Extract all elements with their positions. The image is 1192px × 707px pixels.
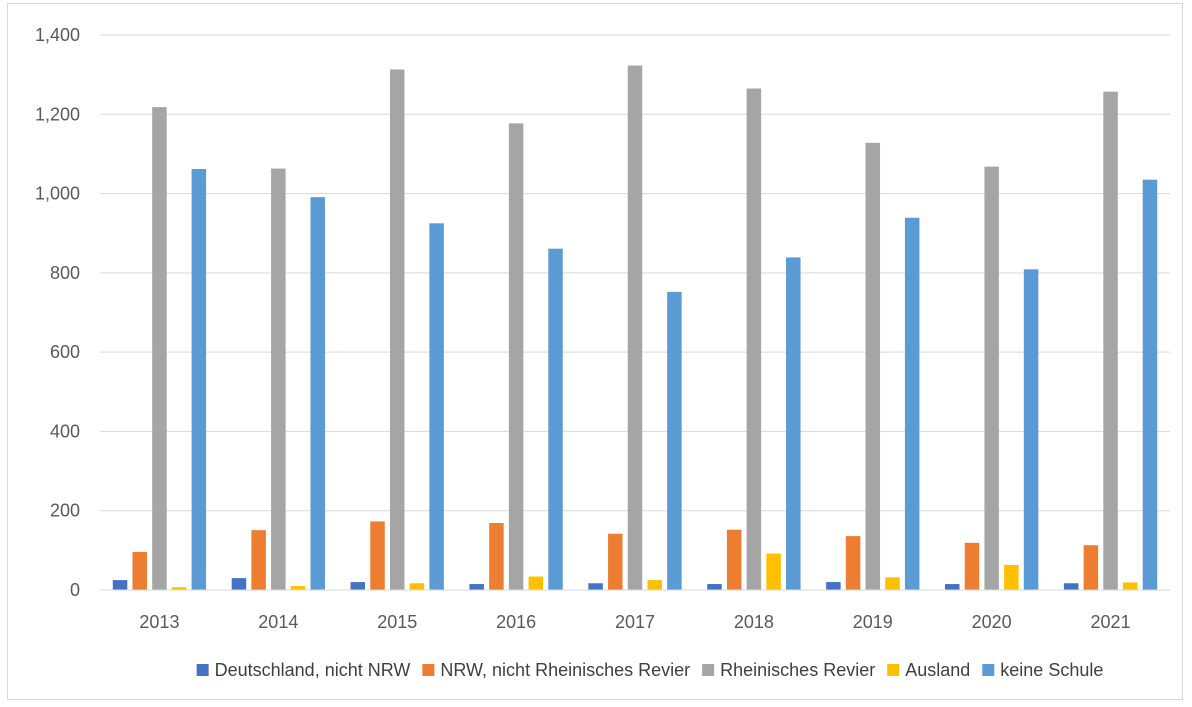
bar: [191, 168, 207, 591]
bar: [726, 529, 742, 590]
bar: [548, 248, 563, 590]
bar: [984, 166, 999, 591]
bar: [608, 533, 623, 590]
bar: [152, 107, 167, 591]
legend-swatch: [887, 664, 900, 676]
x-tick-label: 2013: [139, 612, 179, 632]
bar: [370, 521, 385, 590]
legend-swatch: [422, 664, 435, 676]
bar: [528, 576, 544, 590]
legend: Deutschland, nicht NRW NRW, nicht Rheinis…: [196, 660, 1103, 680]
x-tick-label: 2017: [615, 612, 655, 632]
bar: [667, 291, 682, 590]
legend-swatch: [196, 664, 209, 676]
bar: [786, 257, 801, 590]
bar: [845, 536, 861, 590]
legend-swatch: [982, 664, 995, 676]
bar: [647, 580, 662, 590]
bar: [826, 582, 841, 590]
legend-label: Rheinisches Revier: [720, 660, 875, 680]
legend-swatch: [702, 664, 715, 676]
bar: [290, 586, 306, 590]
bar: [1142, 179, 1158, 590]
bar: [132, 551, 147, 590]
bar: [945, 584, 960, 590]
legend-label: keine Schule: [1000, 660, 1103, 680]
y-tick-label: 1,000: [35, 184, 80, 204]
bar: [271, 168, 286, 590]
y-tick-label: 200: [50, 501, 80, 521]
x-tick-label: 2021: [1091, 612, 1131, 632]
y-tick-label: 800: [50, 263, 80, 283]
bar: [231, 578, 247, 590]
y-tick-label: 0: [70, 580, 80, 600]
legend-label: NRW, nicht Rheinisches Revier: [440, 660, 690, 680]
bar: [964, 542, 980, 590]
x-tick-label: 2015: [377, 612, 417, 632]
x-axis-tick-labels: 2013 2014 2015 2016 2017 2018 2019 2020 2021: [139, 612, 1130, 632]
bar: [310, 197, 325, 590]
bar: [389, 69, 405, 591]
bar: [469, 584, 484, 590]
bar: [171, 587, 187, 590]
bar: [112, 580, 128, 590]
bar: [1023, 269, 1039, 590]
legend-label: Ausland: [905, 660, 970, 680]
legend-label: Deutschland, nicht NRW: [215, 660, 411, 680]
y-tick-label: 1,400: [35, 25, 80, 45]
bar: [1123, 582, 1138, 590]
bar: [409, 583, 425, 590]
bar: [627, 65, 643, 590]
bar: [588, 583, 603, 590]
bar: [350, 582, 366, 590]
bar: [489, 523, 504, 590]
x-tick-label: 2018: [734, 612, 774, 632]
bar: [865, 142, 881, 590]
bar: [1063, 583, 1079, 590]
bar: [1103, 91, 1118, 590]
bar: [707, 584, 722, 590]
bar: [251, 530, 266, 590]
y-tick-label: 1,200: [35, 104, 80, 124]
x-tick-label: 2019: [853, 612, 893, 632]
x-tick-label: 2016: [496, 612, 536, 632]
y-tick-label: 400: [50, 421, 80, 441]
bar: [766, 553, 781, 590]
bar: [904, 217, 920, 590]
x-tick-label: 2020: [972, 612, 1012, 632]
bar: [885, 577, 900, 590]
bar: [508, 123, 524, 591]
y-axis-tick-labels: 0 200 400 600 800 1,000 1,200 1,400: [35, 25, 80, 600]
bar: [1004, 565, 1019, 590]
bar: [1083, 545, 1099, 590]
bar: [429, 223, 444, 591]
x-tick-label: 2014: [258, 612, 298, 632]
bars: [112, 65, 1158, 591]
y-tick-label: 600: [50, 342, 80, 362]
bar: [746, 88, 762, 591]
